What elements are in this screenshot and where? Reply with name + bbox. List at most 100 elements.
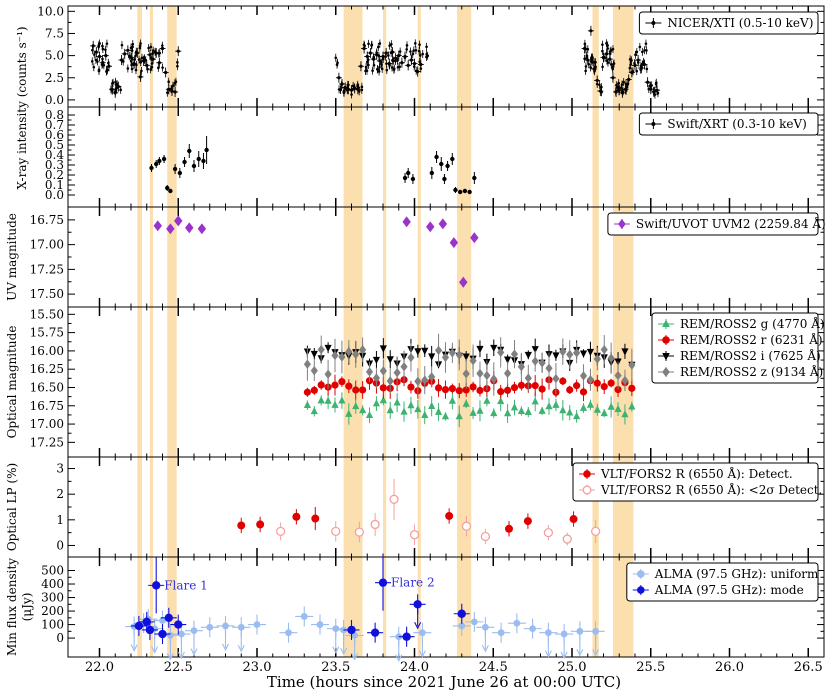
shaded-band [417, 6, 421, 657]
data-point [285, 629, 292, 637]
data-point [154, 52, 158, 55]
data-point [579, 388, 588, 396]
data-point [634, 53, 637, 56]
x-tick-label: 22.5 [164, 660, 193, 675]
data-point [139, 42, 142, 45]
data-point [458, 622, 466, 630]
data-point [105, 70, 108, 73]
data-point [104, 48, 107, 51]
shaded-band [149, 6, 154, 657]
data-point [490, 374, 498, 384]
data-point [614, 385, 622, 394]
data-point [590, 56, 593, 59]
y-tick-label: 200 [41, 604, 64, 618]
data-point [317, 396, 325, 404]
data-point [359, 405, 367, 414]
data-marks [90, 25, 661, 99]
data-point [339, 88, 342, 92]
data-point [603, 56, 607, 60]
data-point [376, 45, 380, 49]
data-point [462, 188, 468, 194]
data-point [605, 41, 608, 45]
data-point [481, 623, 489, 631]
data-point [120, 43, 124, 47]
data-point [618, 87, 621, 91]
data-point [310, 386, 318, 394]
data-point [187, 148, 192, 154]
x-tick-label: 24.0 [400, 660, 429, 675]
data-point [310, 350, 318, 359]
data-point [185, 222, 194, 234]
data-point [552, 373, 560, 384]
data-point [379, 396, 387, 404]
data-point [490, 408, 498, 417]
data-point [469, 383, 477, 391]
x-tick-label: 26.0 [715, 660, 744, 675]
data-point [159, 617, 166, 624]
data-point [352, 401, 360, 410]
data-point [352, 386, 360, 394]
data-point [157, 52, 161, 55]
data-point [371, 69, 374, 72]
data-point [127, 54, 131, 58]
data-point [143, 56, 146, 60]
data-point [592, 627, 600, 635]
shaded-band [343, 6, 363, 657]
data-point [152, 581, 161, 590]
data-point [523, 517, 532, 526]
data-point [646, 80, 650, 84]
data-point [600, 383, 608, 391]
data-point [615, 83, 618, 87]
data-point [111, 89, 114, 92]
data-point [197, 223, 207, 235]
data-point [362, 43, 366, 46]
legend-marker [662, 336, 670, 344]
x-tick-label: 26.5 [794, 660, 823, 675]
upper-limit-arrow [151, 646, 159, 654]
data-point [592, 61, 596, 64]
data-point [134, 621, 144, 631]
data-point [303, 359, 311, 369]
data-point [149, 68, 152, 71]
data-point [97, 54, 102, 59]
data-point [377, 70, 381, 73]
data-point [469, 408, 477, 416]
y-tick-label: 10.0 [37, 4, 64, 18]
data-point [151, 51, 155, 55]
data-point [531, 382, 539, 390]
data-point [476, 368, 484, 379]
data-point [96, 60, 99, 63]
upper-limit-arrow [351, 653, 359, 661]
data-point [311, 514, 320, 523]
data-point [442, 176, 447, 182]
y-tick-label: 16.00 [30, 344, 64, 358]
data-point [177, 170, 183, 176]
legend-label: REM/ROSS2 r (6231 Å) [680, 332, 823, 347]
data-point [559, 346, 567, 357]
data-point [455, 412, 463, 420]
data-point [324, 369, 332, 379]
data-point [627, 77, 631, 82]
data-point [621, 375, 629, 386]
data-point [636, 61, 640, 64]
data-point [142, 617, 151, 627]
upper-limit-arrow [544, 650, 552, 658]
data-point [390, 42, 393, 46]
data-point [490, 344, 498, 353]
data-point [584, 47, 588, 51]
data-point [645, 49, 648, 52]
data-point [643, 48, 646, 52]
data-point [421, 375, 429, 385]
data-point [583, 42, 587, 46]
data-point [434, 154, 439, 160]
upper-limit-arrow [177, 651, 185, 660]
data-point [414, 404, 422, 413]
data-marks [149, 136, 477, 195]
upper-limit-arrow [332, 646, 340, 654]
data-point [421, 347, 429, 356]
data-point [414, 69, 418, 73]
data-point [335, 63, 339, 66]
y-tick-label: 2.5 [45, 71, 64, 85]
legend-label: ALMA (97.5 GHz): uniform [654, 567, 819, 581]
data-point [131, 42, 135, 46]
